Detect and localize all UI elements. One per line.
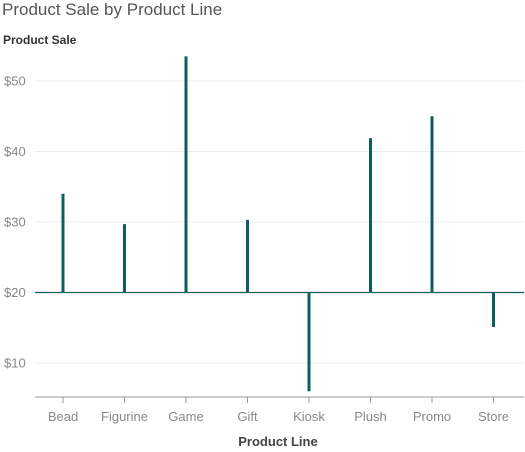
chart-title: Product Sale by Product Line — [2, 0, 223, 19]
x-tick-label: Gift — [237, 409, 258, 424]
axes — [35, 291, 524, 398]
y-tick-label: $10 — [4, 356, 26, 371]
needle-bars — [61, 56, 495, 392]
x-tick-label: Promo — [413, 409, 451, 424]
x-tick-label: Game — [168, 409, 203, 424]
x-tick-label: Plush — [354, 409, 387, 424]
y-tick-label: $30 — [4, 215, 26, 230]
y-tick-label: $40 — [4, 144, 26, 159]
x-axis-title: Product Line — [238, 434, 317, 449]
y-tick-labels: $10 $20 $30 $40 $50 — [4, 74, 26, 371]
y-tick-label: $50 — [4, 74, 26, 89]
y-axis-title: Product Sale — [3, 33, 77, 47]
x-tick-labels: Bead Figurine Game Gift Kiosk Plush Promo Store — [48, 397, 509, 424]
x-tick-label: Figurine — [101, 409, 148, 424]
y-tick-label: $20 — [4, 285, 26, 300]
x-tick-label: Store — [478, 409, 509, 424]
x-tick-label: Kiosk — [293, 409, 325, 424]
gridlines — [35, 80, 524, 364]
x-tick-label: Bead — [48, 409, 78, 424]
